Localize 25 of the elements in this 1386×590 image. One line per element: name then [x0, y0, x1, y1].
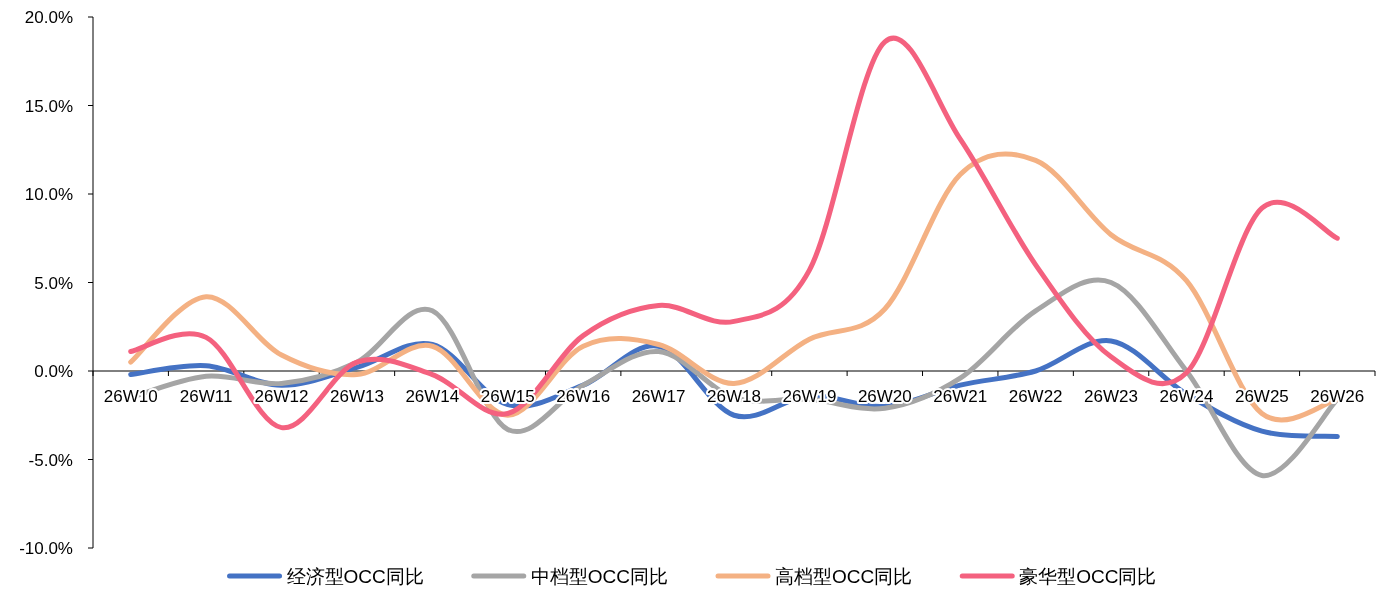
x-tick-label: 26W13: [330, 387, 384, 406]
y-tick-label: 10.0%: [24, 185, 73, 204]
legend-label: 豪华型OCC同比: [1019, 566, 1157, 587]
y-tick-label: 5.0%: [34, 273, 73, 293]
legend-label: 经济型OCC同比: [286, 566, 424, 587]
y-tick-label: 20.0%: [24, 8, 73, 27]
legend-label: 高档型OCC同比: [775, 566, 913, 587]
x-tick-label: 26W11: [179, 387, 233, 406]
x-tick-label: 26W10: [103, 387, 158, 406]
x-tick-label: 26W22: [1008, 387, 1063, 406]
x-tick-label: 26W23: [1084, 387, 1138, 406]
x-tick-label: 26W19: [782, 387, 837, 406]
x-tick-label: 26W17: [631, 387, 686, 406]
x-tick-label: 26W20: [857, 387, 912, 406]
y-tick-label: -5.0%: [28, 450, 73, 470]
x-tick-label: 26W16: [556, 387, 611, 406]
x-tick-label: 26W21: [933, 387, 988, 406]
x-tick-label: 26W25: [1234, 387, 1289, 406]
legend-label: 中档型OCC同比: [530, 566, 668, 587]
x-tick-label: 26W14: [405, 387, 460, 406]
x-tick-label: 26W12: [254, 387, 309, 406]
y-tick-label: 15.0%: [24, 96, 73, 116]
y-tick-label: 0.0%: [34, 362, 73, 381]
x-tick-label: 26W26: [1310, 387, 1365, 406]
y-tick-label: -10.0%: [19, 539, 73, 558]
